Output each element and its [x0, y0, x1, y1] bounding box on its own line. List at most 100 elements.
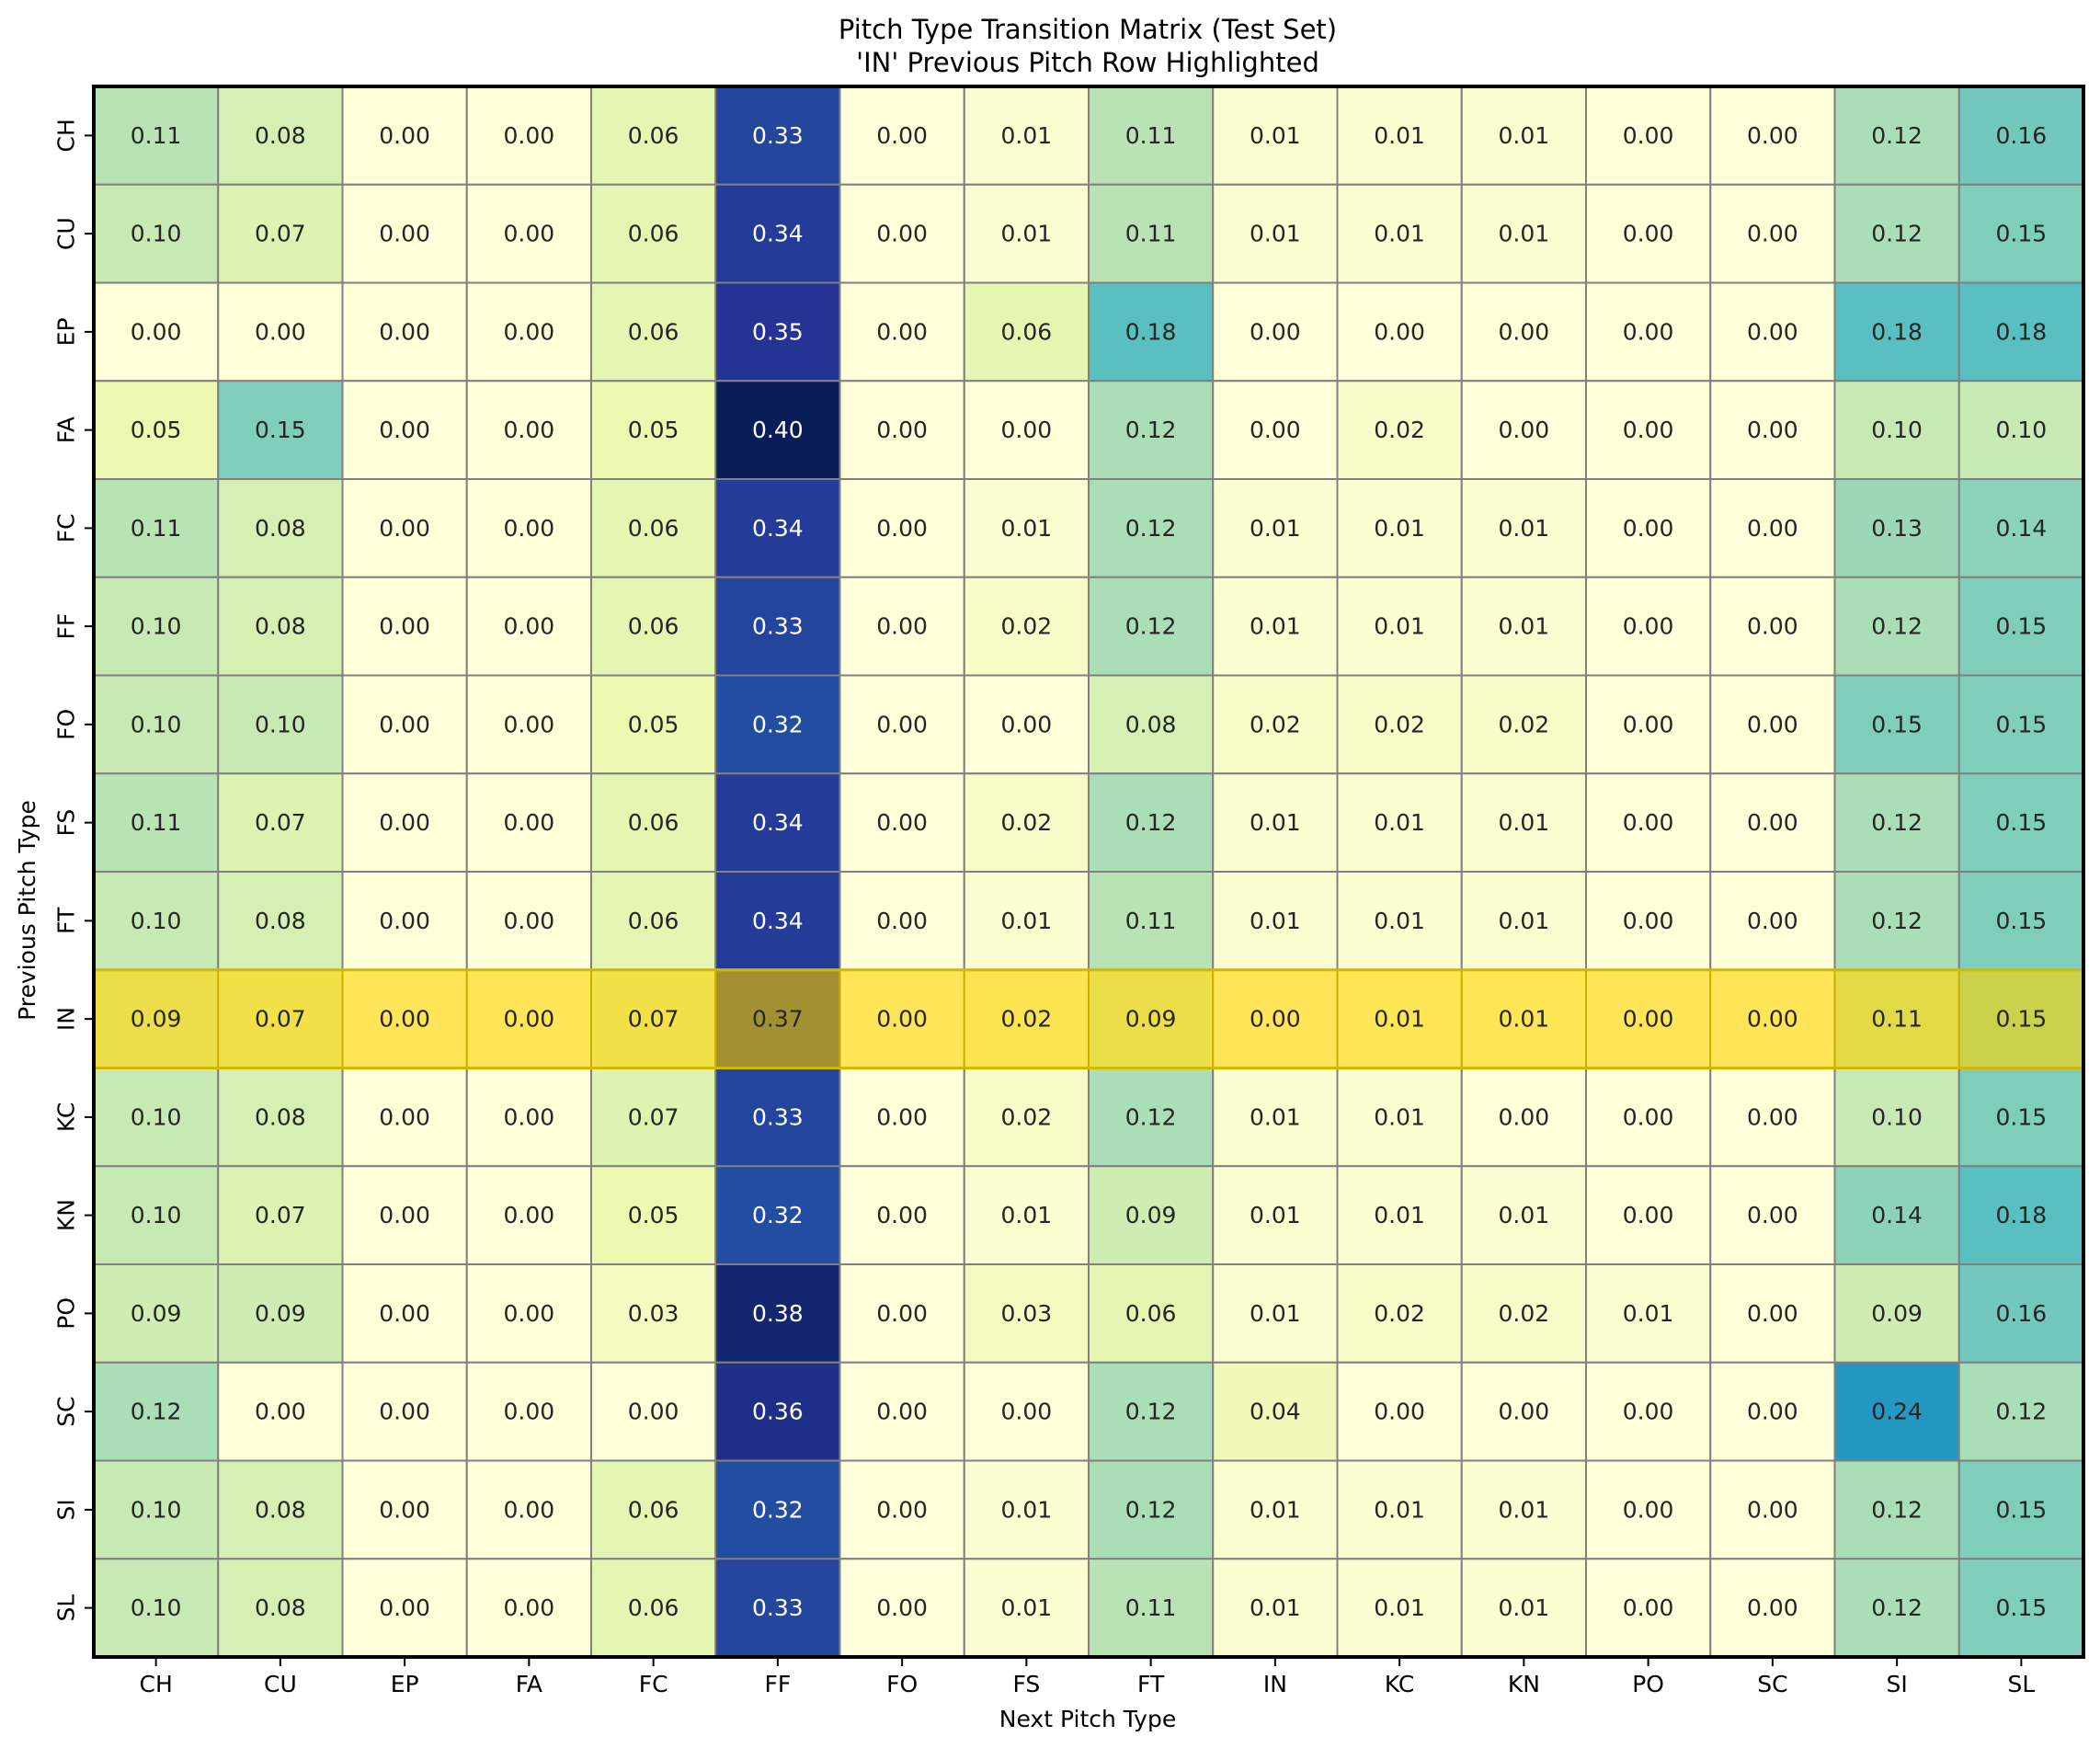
cell-value-label: 0.00 — [1623, 1399, 1674, 1425]
cell-value-label: 0.03 — [628, 1300, 679, 1327]
heatmap-cell-FC-FA — [465, 478, 592, 578]
cell-value-label: 0.00 — [1747, 318, 1798, 345]
cell-value-label: 0.10 — [131, 221, 182, 247]
cell-value-label: 0.10 — [131, 1103, 182, 1130]
cell-value-label: 0.08 — [255, 515, 306, 542]
cell-value-label: 0.00 — [379, 1399, 430, 1425]
cell-value-label: 0.13 — [1871, 515, 1923, 542]
cell-value-label: 0.00 — [1623, 809, 1674, 836]
heatmap-cell-FC-EP — [341, 478, 468, 578]
heatmap-cell-FO-SL — [1957, 674, 2084, 775]
cell-value-label: 0.01 — [1001, 122, 1053, 149]
cell-value-label: 0.06 — [628, 515, 679, 542]
cell-value-label: 0.10 — [1871, 417, 1923, 443]
cell-value-label: 0.00 — [1623, 1103, 1674, 1130]
cell-value-label: 0.05 — [131, 417, 182, 443]
cell-value-label: 0.00 — [1747, 613, 1798, 640]
cell-value-label: 0.00 — [1747, 122, 1798, 149]
cell-value-label: 0.32 — [752, 1202, 804, 1228]
heatmap-cell-SL-FF — [714, 1558, 841, 1658]
x-tick-label: FC — [639, 1671, 668, 1697]
cell-value-label: 0.00 — [379, 417, 430, 443]
cell-value-label: 0.10 — [131, 711, 182, 737]
cell-value-label: 0.07 — [255, 1006, 306, 1033]
heatmap-cell-KN-KC — [1336, 1165, 1463, 1265]
heatmap-cell-PO-SC — [1709, 1263, 1836, 1364]
heatmap-cell-FC-SI — [1833, 478, 1960, 578]
heatmap-cell-SI-FA — [465, 1459, 592, 1560]
y-tick-label: FC — [53, 513, 80, 543]
heatmap-cell-KN-FC — [590, 1165, 717, 1265]
cell-value-label: 0.12 — [1871, 1496, 1923, 1523]
cell-value-label: 0.00 — [379, 1006, 430, 1033]
x-tick-label: FA — [516, 1671, 542, 1697]
heatmap-cell-SL-KN — [1460, 1558, 1587, 1658]
heatmap-cell-SI-PO — [1585, 1459, 1712, 1560]
cell-value-label: 0.00 — [876, 809, 928, 836]
heatmap-cell-SC-FT — [1088, 1361, 1215, 1462]
y-tick-label: FF — [53, 613, 80, 640]
heatmap-cell-FS-KN — [1460, 772, 1587, 873]
heatmap-cell-FA-KC — [1336, 380, 1463, 480]
cell-value-label: 0.01 — [1374, 908, 1425, 934]
cell-value-label: 0.00 — [379, 1202, 430, 1228]
cell-value-label: 0.12 — [1125, 1399, 1177, 1425]
cell-value-label: 0.00 — [876, 1103, 928, 1130]
heatmap-cell-EP-SC — [1709, 281, 1836, 383]
cell-value-label: 0.01 — [1250, 515, 1301, 542]
heatmap-cell-KC-KN — [1460, 1067, 1587, 1168]
cell-value-label: 0.01 — [1374, 1202, 1425, 1228]
heatmap-cell-FT-FA — [465, 871, 592, 971]
cell-value-label: 0.06 — [628, 318, 679, 345]
y-tick-label: KN — [53, 1199, 80, 1231]
heatmap-cell-CU-SI — [1833, 183, 1960, 284]
y-tick-label: CU — [53, 217, 80, 250]
cell-value-label: 0.01 — [1250, 1202, 1301, 1228]
cell-value-label: 0.00 — [504, 318, 555, 345]
cell-value-label: 0.00 — [255, 318, 306, 345]
y-tick-label: SC — [53, 1396, 80, 1426]
heatmap-cell-FA-PO — [1585, 380, 1712, 480]
cell-value-label: 0.06 — [628, 221, 679, 247]
cell-value-label: 0.00 — [876, 613, 928, 640]
heatmap-cell-SI-CU — [217, 1459, 344, 1560]
heatmap-cell-PO-CH — [93, 1263, 220, 1364]
cell-value-label: 0.38 — [752, 1300, 804, 1327]
cell-value-label: 0.00 — [379, 318, 430, 345]
cell-value-label: 0.01 — [1374, 613, 1425, 640]
cell-value-label: 0.01 — [1374, 1496, 1425, 1523]
cell-value-label: 0.00 — [1747, 1006, 1798, 1033]
cell-value-label: 0.05 — [628, 711, 679, 737]
cell-value-label: 0.01 — [1374, 1594, 1425, 1621]
cell-value-label: 0.01 — [1499, 908, 1550, 934]
heatmap-cell-IN-IN — [1212, 968, 1339, 1069]
cell-value-label: 0.11 — [1125, 122, 1177, 149]
x-tick-label: EP — [391, 1671, 419, 1697]
heatmap-cell-KN-SI — [1833, 1165, 1960, 1265]
heatmap-cell-FF-SI — [1833, 576, 1960, 677]
heatmap-cell-CU-PO — [1585, 183, 1712, 284]
cell-value-label: 0.01 — [1499, 221, 1550, 247]
cell-value-label: 0.15 — [1996, 1594, 2048, 1621]
cell-value-label: 0.15 — [1996, 1103, 2048, 1130]
x-tick-label: SL — [2007, 1671, 2035, 1697]
cell-value-label: 0.34 — [752, 809, 804, 836]
heatmap-cell-KC-CH — [93, 1067, 220, 1168]
cell-value-label: 0.32 — [752, 711, 804, 737]
heatmap-cell-CH-KN — [1460, 86, 1587, 186]
cell-value-label: 0.00 — [1747, 221, 1798, 247]
heatmap-cell-SL-IN — [1212, 1558, 1339, 1658]
x-tick-label: FS — [1012, 1671, 1040, 1697]
y-tick-label: FO — [53, 709, 80, 740]
heatmap-cell-SL-KC — [1336, 1558, 1463, 1658]
heatmap-cell-FS-CH — [93, 772, 220, 873]
heatmap-cell-FT-CU — [217, 871, 344, 971]
heatmap-cell-FF-CU — [217, 576, 344, 677]
cell-value-label: 0.00 — [1001, 1399, 1053, 1425]
y-tick-label: SL — [53, 1594, 80, 1622]
cell-value-label: 0.40 — [752, 417, 804, 443]
cell-value-label: 0.00 — [255, 1399, 306, 1425]
cell-value-label: 0.00 — [628, 1399, 679, 1425]
cell-value-label: 0.00 — [504, 613, 555, 640]
heatmap-cell-FF-EP — [341, 576, 468, 677]
